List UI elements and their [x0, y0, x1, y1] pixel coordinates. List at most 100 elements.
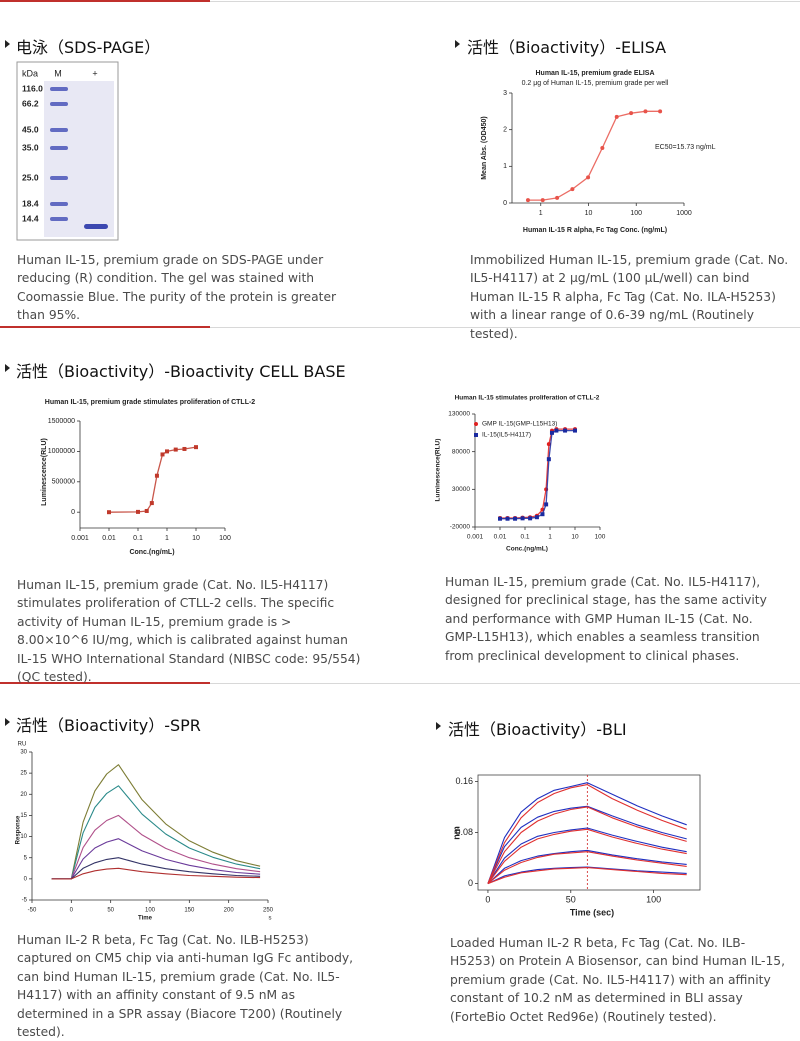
data-point: [563, 428, 568, 433]
y-label: Response: [16, 815, 22, 844]
y-tick-label: 80000: [452, 448, 470, 455]
data-point: [546, 457, 551, 462]
y-tick-label: 2: [503, 127, 507, 134]
data-point: [173, 447, 178, 452]
data-point: [194, 445, 198, 450]
y-tick-label: 20: [20, 792, 27, 798]
data-point: [544, 502, 549, 507]
x-tick-label: 0.1: [133, 535, 143, 542]
x-tick-label: 1: [165, 535, 169, 542]
y-tick-label: 1500000: [48, 418, 75, 425]
lane-label: M: [54, 68, 62, 78]
marker-band: [50, 176, 68, 180]
data-point: [554, 428, 559, 433]
x-tick-label: 1000: [676, 210, 692, 217]
x-tick-label: 0.001: [467, 534, 484, 541]
data-point: [144, 508, 149, 513]
curve: [487, 866, 687, 885]
data-point: [540, 512, 545, 517]
caption: Human IL-15, premium grade (Cat. No. IL5…: [445, 575, 767, 663]
data-point: [525, 198, 530, 203]
y-label: Luminescence(RLU): [435, 439, 442, 502]
x-tick-label: 1: [539, 210, 543, 217]
data-point: [658, 109, 663, 114]
subtitle: 0.2 μg of Human IL-15, premium grade per…: [522, 80, 669, 87]
data-point: [160, 452, 165, 457]
x-tick-label: 0.1: [520, 534, 529, 541]
separator: [0, 682, 800, 684]
x-tick-label: 100: [219, 535, 231, 542]
section-title: 活性（Bioactivity）-Bioactivity CELL BASE: [16, 362, 346, 381]
x-tick-label: 50: [107, 908, 114, 914]
data-point: [182, 446, 187, 451]
x-tick-label: 0.001: [71, 535, 89, 542]
x-tick-label: 10: [571, 534, 579, 541]
marker-band: [50, 128, 68, 132]
y-tick-label: -5: [22, 898, 28, 904]
marker-band: [50, 87, 68, 91]
legend-marker: [474, 433, 478, 437]
x-tick-label: 250: [263, 908, 274, 914]
data-point: [534, 515, 539, 520]
marker-label: 66.2: [22, 98, 39, 108]
caption: Human IL-15, premium grade (Cat. No. IL5…: [17, 578, 361, 685]
bullet: [5, 718, 10, 726]
data-point: [520, 516, 525, 521]
y-tick-label: 3: [503, 90, 507, 97]
y-label: nm: [451, 826, 461, 840]
curve: [487, 782, 687, 884]
x-label: Conc.(ng/mL): [129, 549, 174, 556]
fit-line: [500, 429, 575, 520]
x-tick-label: 50: [566, 894, 576, 904]
fit-line: [108, 446, 197, 513]
x-tick-label: 100: [145, 908, 156, 914]
curve: [487, 827, 687, 884]
legend-marker: [474, 422, 478, 426]
fit-line: [500, 428, 575, 519]
marker-label: 45.0: [22, 124, 39, 134]
y-tick-label: 25: [20, 771, 27, 777]
data-point: [614, 114, 619, 119]
section-title: 活性（Bioactivity）-BLI: [448, 720, 627, 739]
legend-label: GMP IL-15(GMP-L15H13): [482, 421, 557, 428]
lane-label: kDa: [22, 68, 38, 78]
marker-label: 14.4: [22, 213, 39, 223]
y-tick-label: 30000: [452, 486, 470, 493]
marker-label: 35.0: [22, 142, 39, 152]
x-tick-label: 0: [485, 894, 490, 904]
data-point: [540, 198, 545, 203]
bullet: [5, 364, 10, 372]
curve: [487, 805, 687, 884]
section-title: 活性（Bioactivity）-SPR: [16, 716, 201, 735]
data-point: [549, 430, 554, 435]
y-tick-label: 30: [20, 750, 27, 756]
y-tick-label: 500000: [52, 479, 75, 486]
y-tick-label: 0.08: [455, 827, 473, 837]
y-label: Luminescence(RLU): [41, 438, 48, 506]
bullet: [455, 40, 460, 48]
x-tick-label: 100: [595, 534, 606, 541]
marker-band: [50, 217, 68, 221]
title: Human IL-15, premium grade stimulates pr…: [45, 399, 256, 406]
y-tick-label: 130000: [448, 411, 470, 418]
marker-band: [50, 146, 68, 150]
marker-label: 25.0: [22, 172, 39, 182]
x-tick-label: 100: [646, 894, 661, 904]
curve: [487, 849, 687, 885]
y-unit: RU: [18, 742, 27, 748]
legend-label: IL-15(IL5-H4117): [482, 432, 531, 439]
x-tick-label: 150: [184, 908, 195, 914]
y-tick-label: 15: [20, 813, 27, 819]
section-title: 电泳（SDS-PAGE）: [16, 38, 161, 57]
curve: [487, 828, 687, 884]
x-tick-label: 0: [70, 908, 74, 914]
title: Human IL-15 stimulates proliferation of …: [455, 395, 600, 402]
data-point: [505, 516, 510, 521]
data-point: [154, 473, 159, 478]
x-tick-label: -50: [28, 908, 37, 914]
separator: [0, 326, 800, 328]
title: Human IL-15, premium grade ELISA: [535, 70, 654, 77]
y-tick-label: 0: [24, 876, 28, 882]
